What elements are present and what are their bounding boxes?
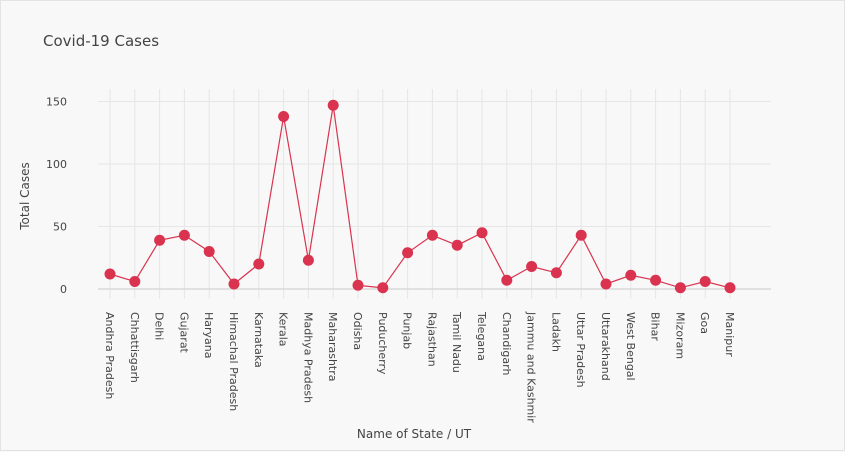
x-tick-label: Chhattisgarh [128, 312, 141, 383]
data-point[interactable] [451, 239, 463, 251]
x-tick-label: Tamil Nadu [450, 311, 463, 373]
data-point[interactable] [377, 282, 389, 294]
data-point[interactable] [302, 254, 314, 266]
x-tick-label: Goa [698, 312, 711, 334]
y-grid [98, 101, 771, 290]
series-line [109, 105, 731, 289]
y-tick-label: 150 [46, 96, 67, 109]
data-point[interactable] [476, 227, 488, 239]
data-point[interactable] [129, 276, 141, 287]
x-tick-label: Rajasthan [425, 312, 438, 367]
series-points [104, 99, 736, 294]
data-point[interactable] [600, 278, 612, 290]
x-tick-label: Kerala [277, 312, 290, 347]
x-tick-label: Delhi [153, 312, 166, 340]
data-point[interactable] [402, 247, 414, 259]
y-tick-label: 100 [46, 158, 67, 171]
x-tick-label: Puducherry [376, 312, 389, 375]
data-point[interactable] [278, 111, 290, 122]
data-point[interactable] [352, 279, 364, 291]
x-tick-label: Punjab [401, 312, 414, 349]
x-axis-title: Name of State / UT [357, 427, 472, 441]
data-point[interactable] [699, 276, 711, 287]
x-tick-label: Chandigarh [500, 312, 513, 375]
data-point[interactable] [154, 234, 166, 246]
x-tick-label: Uttar Pradesh [574, 312, 587, 388]
data-point[interactable] [228, 278, 240, 290]
x-tick-label: Telegana [475, 311, 488, 361]
x-tick-label: Haryana [202, 312, 215, 359]
x-tick-label: Gujarat [177, 312, 190, 354]
data-point[interactable] [575, 229, 587, 241]
data-point[interactable] [674, 282, 686, 294]
x-tick-label: Karnataka [252, 312, 265, 368]
data-point[interactable] [253, 258, 265, 270]
x-tick-label: Ladakh [549, 312, 562, 352]
y-tick-label: 0 [60, 283, 67, 296]
x-tick-label: Bihar [649, 312, 662, 341]
data-point[interactable] [724, 282, 736, 294]
data-point[interactable] [625, 269, 637, 281]
y-tick-labels: 0 50 100 150 [46, 96, 67, 297]
data-point[interactable] [327, 99, 339, 111]
x-tick-label: Andhra Pradesh [103, 312, 116, 399]
x-grid [109, 89, 731, 299]
x-tick-label: West Bengal [624, 312, 637, 381]
x-tick-label: Jammu and Kashmir [525, 311, 538, 423]
x-tick-label: Mizoram [673, 312, 686, 359]
x-tick-label: Uttarakhand [599, 312, 612, 381]
data-point[interactable] [501, 274, 513, 286]
y-tick-label: 50 [53, 221, 67, 234]
data-point[interactable] [426, 229, 438, 241]
data-point[interactable] [526, 261, 538, 272]
x-tick-label: Himachal Pradesh [227, 312, 240, 411]
x-tick-label: Maharashtra [326, 312, 339, 382]
x-tick-label: Madhya Pradesh [301, 312, 314, 403]
data-point[interactable] [550, 267, 562, 279]
data-point[interactable] [650, 274, 662, 286]
x-tick-label: Manipur [723, 312, 736, 357]
x-tick-labels: Andhra Pradesh Chhattisgarh Delhi Gujarat Ha… [103, 311, 736, 423]
y-axis-title: Total Cases [18, 162, 32, 230]
data-point[interactable] [203, 246, 215, 257]
data-point[interactable] [104, 268, 116, 280]
chart-title: Covid-19 Cases [43, 32, 159, 50]
x-tick-label: Odisha [351, 312, 364, 350]
data-point[interactable] [178, 229, 190, 241]
